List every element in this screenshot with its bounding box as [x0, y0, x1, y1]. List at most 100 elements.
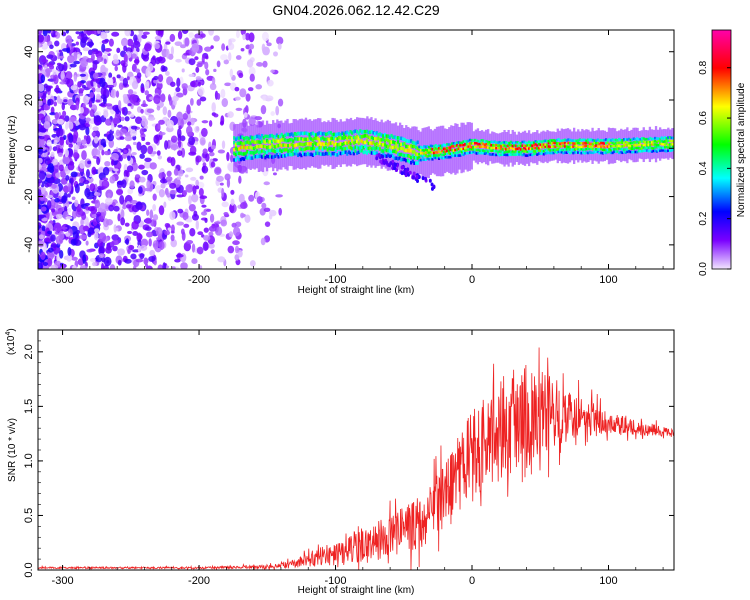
spectrogram-band-cell [614, 141, 617, 145]
spectrogram-cell [65, 122, 69, 130]
spectrogram-cell [125, 204, 132, 209]
spectrogram-band-cell [406, 139, 409, 143]
spectrogram-cell [91, 50, 100, 55]
spectrogram-cell [159, 30, 164, 36]
spectrogram-band-cell [545, 139, 549, 143]
spectrogram-cell [98, 215, 104, 222]
spectrogram-cell [38, 34, 45, 43]
spectrogram-cell [75, 100, 80, 111]
spectrogram-cell [239, 88, 247, 98]
spectrogram-band-cell [319, 131, 323, 136]
spectrogram-band-cell [503, 144, 506, 147]
spectrogram-band-cell [418, 158, 421, 162]
spectrogram-cell [85, 135, 91, 145]
spectrogram-band-cell [251, 150, 254, 155]
spectrogram-band-cell [606, 141, 609, 144]
spectrogram-cell [153, 134, 160, 144]
spectrogram-cell [228, 231, 234, 238]
spectrogram-cell [64, 71, 73, 80]
spectrogram-cell [156, 150, 161, 156]
spectrogram-band-cell [426, 155, 429, 158]
spectrogram-band-cell [306, 151, 310, 156]
spectrogram-band-cell [342, 136, 346, 140]
spectrogram-x-ticks: -300 -200 -100 0 100 [52, 30, 664, 286]
spectrogram-band-cell [238, 147, 241, 151]
spectrogram-band-cell [414, 141, 418, 146]
spectrogram-band-cell [459, 154, 462, 157]
spectrogram-band-cell [480, 142, 483, 145]
spectrogram-cell [120, 60, 126, 67]
spectrogram-band-cell [649, 149, 652, 152]
spectrogram-band-cell [590, 145, 593, 149]
spectrogram-band-cell [549, 151, 552, 155]
spectrogram-band-cell [506, 142, 509, 145]
spectrogram-cell [185, 184, 194, 193]
spectrogram-band-cell [460, 150, 464, 154]
spectrogram-cell [187, 121, 192, 126]
spectrogram-cell [261, 202, 267, 209]
spectrogram-cell [41, 163, 48, 168]
spectrogram-cell [220, 54, 228, 61]
spectrogram-cell [124, 135, 132, 142]
spectrogram-band-cell [280, 143, 283, 148]
spectrogram-band-cell [573, 148, 577, 151]
spectrogram-band-cell [580, 141, 583, 145]
spectrogram-band-cell [262, 139, 265, 144]
spectrogram-band-cell [655, 143, 658, 147]
spectrogram-band-cell [410, 139, 413, 143]
spectrogram-band-cell [328, 138, 331, 142]
spectrogram-band-cell [239, 141, 242, 145]
spectrogram-band-cell [337, 146, 341, 150]
spectrogram-band-cell [252, 146, 256, 151]
spectrogram-cell [177, 128, 182, 139]
spectrogram-cell [44, 35, 51, 43]
spectrogram-band-cell [306, 142, 310, 146]
spectrogram-cell [136, 72, 142, 79]
snr-y-multiplier-exp: 4 [5, 332, 12, 336]
spectrogram-band-cell [595, 141, 598, 145]
spectrogram-cell [96, 156, 101, 166]
spectrogram-band-cell [308, 135, 311, 140]
spectrogram-band-cell [506, 153, 509, 157]
spectrogram-band-cell [459, 141, 462, 145]
spectrogram-cell [117, 213, 121, 222]
spectrogram-band-cell [411, 154, 414, 158]
spectrogram-band-cell [396, 140, 400, 144]
spectrogram-band-cell [336, 146, 339, 151]
spectrogram-band-cell [444, 152, 447, 155]
spectrogram-cell [158, 131, 166, 136]
spectrogram-cell [78, 177, 85, 184]
spectrogram-band-cell [311, 146, 314, 151]
spectrogram-band-cell [431, 151, 434, 154]
spectrogram-cell [130, 253, 137, 260]
spectrogram-band-cell [360, 135, 364, 139]
spectrogram-band-cell [645, 144, 649, 147]
spectrogram-band-cell [523, 140, 526, 144]
spectrogram-band-cell [356, 129, 359, 134]
spectrogram-band-cell [413, 156, 416, 160]
spectrogram-cell [408, 170, 412, 175]
spectrogram-cell [47, 99, 51, 106]
spectrogram-cell [38, 83, 45, 92]
spectrogram-band-cell [265, 154, 269, 159]
spectrogram-band-cell [532, 143, 536, 147]
spectrogram-band-cell [292, 133, 295, 137]
spectrogram-cell [191, 193, 199, 203]
spectrogram-cell [201, 204, 207, 208]
spectrogram-band-cell [398, 156, 401, 160]
spectrogram-band-cell [257, 140, 260, 144]
spectrogram-band-cell [583, 138, 586, 142]
spectrogram-band-cell [524, 154, 527, 157]
spectrogram-cell [194, 33, 203, 39]
spectrogram-band-cell [346, 146, 349, 151]
spectrogram-cell [186, 239, 194, 245]
spectrogram-band-cell [537, 149, 540, 152]
spectrogram-cell [95, 87, 102, 93]
spectrogram-band-cell [321, 152, 324, 156]
spectrogram-band-cell [319, 146, 323, 150]
spectrogram-band-cell [475, 145, 478, 148]
spectrogram-band-cell [636, 150, 639, 154]
spectrogram-band-cell [645, 149, 649, 152]
spectrogram-cell [85, 126, 90, 136]
spectrogram-band-cell [434, 147, 437, 150]
